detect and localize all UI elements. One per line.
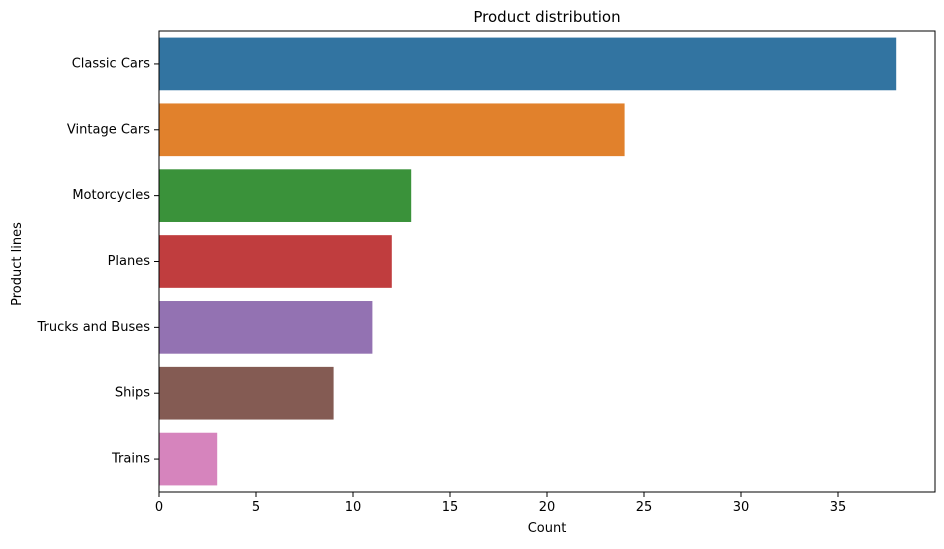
bar-planes (159, 235, 392, 288)
plot-frame (158, 30, 936, 493)
x-tick-label: 30 (733, 500, 750, 515)
x-tick-label: 20 (539, 500, 556, 515)
x-tick-label: 10 (345, 500, 362, 515)
bar-trucks-and-buses (159, 301, 373, 354)
bar-ships (159, 366, 334, 420)
y-axis-ticks: Classic Cars Vintage Cars Motorcycles Plane… (37, 56, 159, 467)
y-axis-label: Product lines (10, 222, 25, 306)
y-tick-label: Classic Cars (72, 56, 150, 71)
y-tick-label: Planes (108, 254, 151, 269)
bar-classic-cars (159, 37, 897, 91)
y-tick-label: Ships (115, 386, 150, 401)
bars-group (159, 37, 897, 486)
y-tick-label: Trains (111, 452, 150, 467)
x-tick-label: 35 (830, 500, 847, 515)
x-axis-ticks: 0 5 10 15 20 25 30 35 (155, 492, 846, 515)
chart-title: Product distribution (473, 8, 620, 26)
y-tick-label: Motorcycles (72, 188, 150, 203)
x-tick-label: 15 (442, 500, 459, 515)
x-tick-label: 25 (636, 500, 653, 515)
bar-trains (159, 432, 218, 486)
x-tick-label: 0 (155, 500, 163, 515)
bar-motorcycles (159, 169, 412, 222)
y-tick-label: Vintage Cars (67, 122, 150, 137)
x-tick-label: 5 (252, 500, 260, 515)
x-axis-label: Count (528, 521, 567, 536)
y-tick-label: Trucks and Buses (37, 320, 151, 335)
bar-vintage-cars (159, 103, 625, 157)
